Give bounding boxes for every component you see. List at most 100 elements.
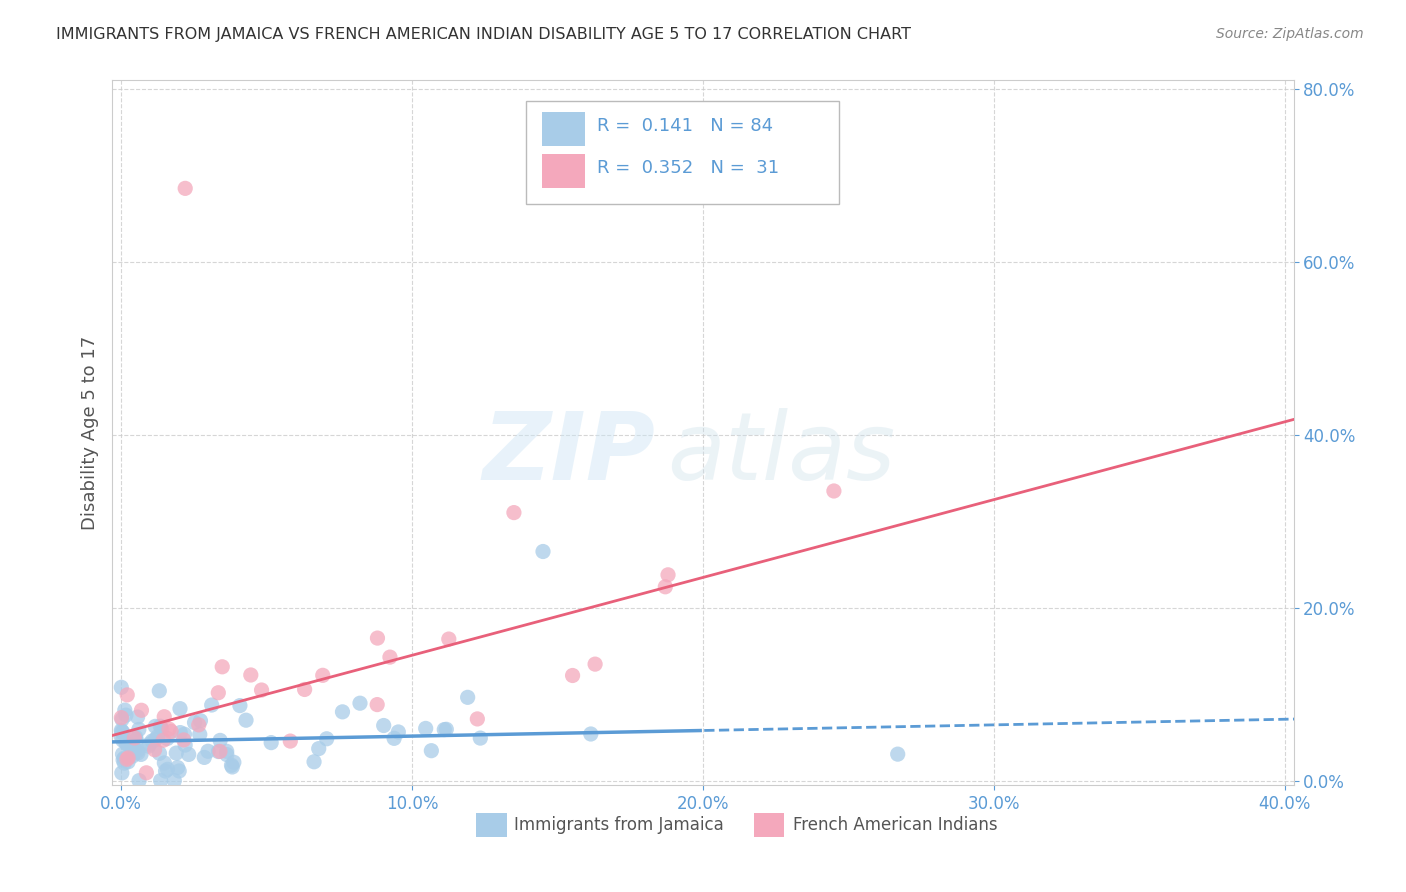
Text: French American Indians: French American Indians (793, 816, 997, 834)
Point (143, 743, 166, 757)
Point (167, 764, 190, 778)
Point (111, 713, 134, 727)
Point (169, 701, 191, 715)
Point (143, 719, 166, 733)
Point (457, 690, 479, 705)
Point (112, 751, 135, 765)
Point (187, 718, 209, 732)
Point (128, 773, 150, 788)
Point (157, 722, 180, 736)
Point (117, 751, 139, 765)
Point (127, 744, 149, 758)
Point (111, 733, 134, 747)
Text: ZIP: ZIP (482, 408, 655, 500)
Point (110, 711, 132, 725)
Point (131, 703, 153, 717)
Point (124, 731, 146, 745)
Point (197, 744, 219, 758)
Point (112, 756, 135, 770)
Point (146, 730, 169, 744)
Point (207, 745, 229, 759)
Point (156, 731, 179, 746)
Point (349, 696, 371, 710)
Point (149, 719, 172, 733)
Point (115, 688, 138, 702)
Point (138, 737, 160, 751)
Point (886, 747, 908, 761)
Point (117, 737, 139, 751)
Point (579, 727, 602, 741)
Point (188, 727, 211, 741)
Point (169, 725, 191, 739)
Point (250, 683, 273, 698)
Point (129, 747, 152, 762)
Point (155, 764, 177, 778)
Point (235, 713, 257, 727)
Point (211, 660, 233, 674)
FancyBboxPatch shape (543, 112, 585, 145)
Point (115, 736, 138, 750)
Point (112, 753, 135, 767)
Point (110, 723, 132, 738)
Point (160, 724, 183, 739)
Point (135, 765, 157, 780)
Y-axis label: Disability Age 5 to 17: Disability Age 5 to 17 (80, 335, 98, 530)
Text: R =  0.352   N =  31: R = 0.352 N = 31 (596, 160, 779, 178)
Point (209, 733, 232, 747)
Point (111, 725, 134, 739)
Point (278, 734, 301, 748)
Text: R =  0.141   N = 84: R = 0.141 N = 84 (596, 117, 773, 135)
Point (110, 730, 132, 744)
Point (150, 722, 173, 736)
Point (153, 710, 176, 724)
Point (366, 631, 388, 645)
Point (415, 722, 437, 736)
Point (183, 715, 205, 730)
Point (215, 747, 238, 762)
Point (111, 747, 134, 761)
Point (503, 506, 526, 520)
Point (166, 760, 188, 774)
Point (470, 731, 492, 745)
Point (141, 734, 163, 748)
Point (173, 733, 195, 747)
Point (215, 744, 238, 758)
Point (308, 741, 330, 756)
Point (467, 712, 489, 726)
Point (124, 742, 146, 756)
Point (148, 746, 170, 760)
Point (366, 698, 388, 712)
Point (163, 773, 186, 788)
Point (823, 483, 845, 498)
Point (156, 762, 179, 776)
Point (152, 733, 174, 747)
Text: IMMIGRANTS FROM JAMAICA VS FRENCH AMERICAN INDIAN DISABILITY AGE 5 TO 17 CORRELA: IMMIGRANTS FROM JAMAICA VS FRENCH AMERIC… (56, 27, 911, 42)
Point (125, 730, 148, 744)
Text: atlas: atlas (668, 409, 896, 500)
Point (332, 705, 354, 719)
Point (207, 686, 229, 700)
Point (114, 703, 136, 717)
Point (221, 758, 243, 772)
Point (201, 698, 224, 712)
Point (434, 723, 457, 737)
Point (128, 723, 150, 737)
Point (221, 760, 243, 774)
Point (143, 732, 166, 747)
Point (111, 766, 134, 780)
Point (583, 657, 606, 672)
Point (117, 755, 139, 769)
Point (312, 668, 335, 682)
FancyBboxPatch shape (543, 154, 585, 188)
Point (437, 632, 460, 646)
Point (127, 710, 149, 724)
Point (229, 698, 252, 713)
Point (208, 744, 231, 758)
FancyBboxPatch shape (477, 814, 508, 837)
Point (657, 567, 679, 582)
Point (382, 731, 405, 746)
Point (190, 714, 212, 728)
Point (153, 756, 176, 770)
Point (174, 181, 197, 195)
Point (121, 749, 143, 764)
